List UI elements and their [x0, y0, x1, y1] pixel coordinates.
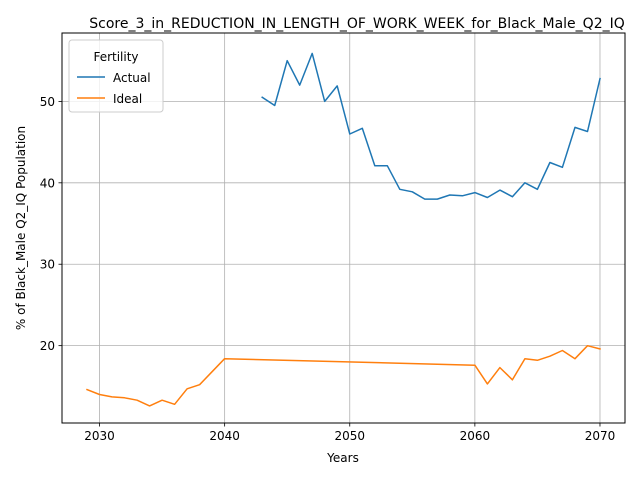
y-tick-label: 40	[40, 176, 55, 190]
y-axis-label: % of Black_Male Q2_IQ Population	[14, 126, 28, 330]
series-layer	[86, 52, 601, 407]
legend-box	[68, 39, 164, 113]
series-line-ideal	[86, 344, 601, 407]
legend: Fertility Actual Ideal	[68, 39, 164, 113]
chart-title: Score_3_in_REDUCTION_IN_LENGTH_OF_WORK_W…	[89, 16, 625, 32]
y-tick-label: 20	[40, 339, 55, 353]
series-line-actual	[261, 52, 601, 200]
x-tick-label: 2030	[84, 429, 115, 443]
legend-label-ideal: Ideal	[113, 92, 142, 106]
legend-title: Fertility	[93, 50, 138, 64]
y-tick-label: 30	[40, 258, 55, 272]
x-tick-label: 2070	[585, 429, 616, 443]
x-tick-label: 2050	[334, 429, 365, 443]
legend-label-actual: Actual	[113, 71, 151, 85]
x-tick-label: 2060	[460, 429, 491, 443]
x-axis-label: Years	[326, 451, 359, 465]
x-tick-label: 2040	[209, 429, 240, 443]
y-tick-label: 50	[40, 95, 55, 109]
plot-frame	[61, 32, 626, 424]
